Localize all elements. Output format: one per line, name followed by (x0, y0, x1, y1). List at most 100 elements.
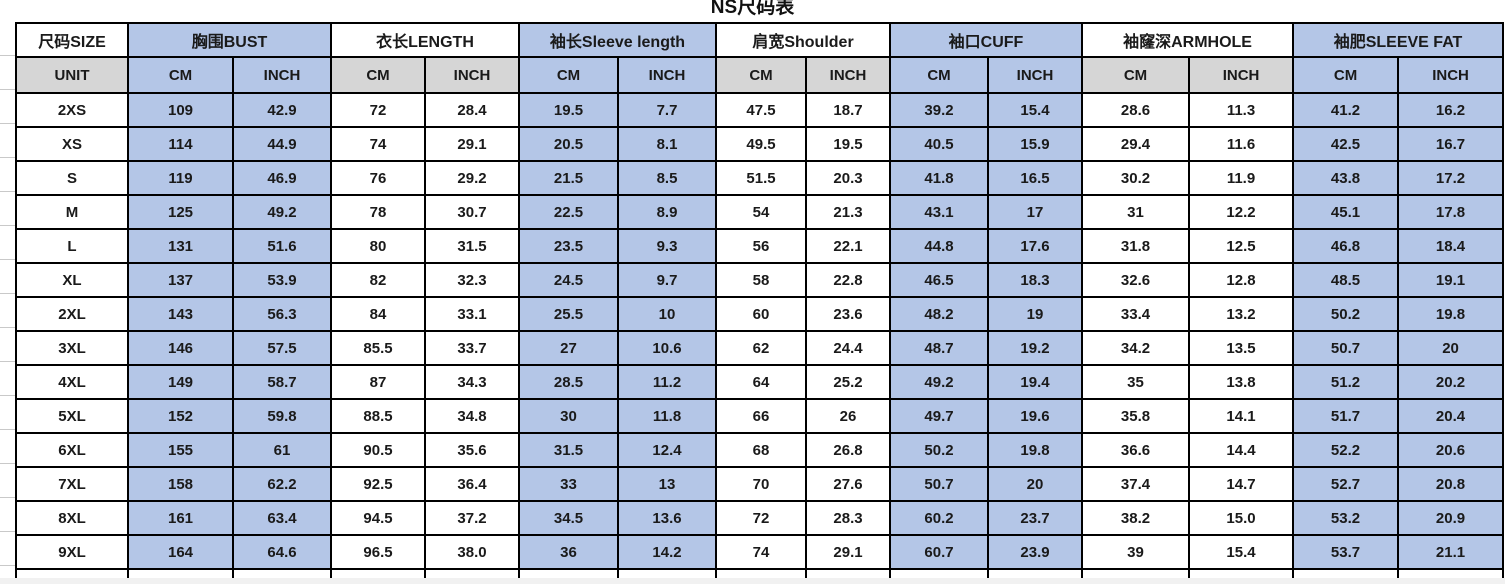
value-cell-M-10: 31 (1081, 194, 1191, 230)
partial-cell (15, 568, 129, 578)
page-title: NS尺码表 (710, 0, 795, 18)
group-header-0: 胸围BUST (127, 22, 332, 58)
size-cell-7XL: 7XL (15, 466, 129, 502)
value-cell-9XL-4: 36 (518, 534, 619, 570)
partial-cell (330, 568, 426, 578)
table-row: 8XL 161 63.4 94.5 37.2 34.5 13.6 72 28.3 60.2 23.7… (15, 500, 1505, 536)
value-cell-S-9: 16.5 (986, 160, 1084, 196)
value-cell-6XL-2: 90.5 (330, 432, 426, 468)
partial-cell (1188, 568, 1295, 578)
value-cell-XS-7: 19.5 (805, 126, 891, 162)
value-cell-9XL-13: 21.1 (1397, 534, 1505, 570)
value-cell-7XL-10: 37.4 (1081, 466, 1191, 502)
value-cell-4XL-13: 20.2 (1397, 364, 1505, 400)
table-row: 9XL 164 64.6 96.5 38.0 36 14.2 74 29.1 60.7 23.9 39… (15, 534, 1505, 570)
value-cell-7XL-5: 13 (617, 466, 717, 502)
value-cell-4XL-1: 58.7 (232, 364, 332, 400)
value-cell-L-11: 12.5 (1188, 228, 1295, 264)
value-cell-8XL-0: 161 (127, 500, 234, 536)
table-row: XS 114 44.9 74 29.1 20.5 8.1 49.5 19.5 40.5 15.9 29… (15, 126, 1505, 162)
value-cell-M-12: 45.1 (1292, 194, 1400, 230)
value-cell-XS-5: 8.1 (617, 126, 717, 162)
value-cell-6XL-13: 20.6 (1397, 432, 1505, 468)
value-cell-XS-12: 42.5 (1292, 126, 1400, 162)
value-cell-5XL-13: 20.4 (1397, 398, 1505, 434)
value-cell-3XL-10: 34.2 (1081, 330, 1191, 366)
value-cell-6XL-3: 35.6 (424, 432, 520, 468)
value-cell-L-12: 46.8 (1292, 228, 1400, 264)
value-cell-XL-2: 82 (330, 262, 426, 298)
value-cell-XS-11: 11.6 (1188, 126, 1295, 162)
value-cell-9XL-11: 15.4 (1188, 534, 1295, 570)
value-cell-L-2: 80 (330, 228, 426, 264)
value-cell-XL-9: 18.3 (986, 262, 1084, 298)
size-table: 尺码SIZE 胸围BUST 衣长LENGTH 袖长Sleeve length 肩宽Sho… (15, 22, 1505, 578)
value-cell-4XL-9: 19.4 (986, 364, 1084, 400)
value-cell-3XL-0: 146 (127, 330, 234, 366)
value-cell-8XL-6: 72 (715, 500, 807, 536)
value-cell-5XL-9: 19.6 (986, 398, 1084, 434)
value-cell-S-12: 43.8 (1292, 160, 1400, 196)
value-cell-M-11: 12.2 (1188, 194, 1295, 230)
value-cell-2XS-2: 72 (330, 92, 426, 128)
value-cell-9XL-2: 96.5 (330, 534, 426, 570)
value-cell-5XL-8: 49.7 (889, 398, 989, 434)
value-cell-M-9: 17 (986, 194, 1084, 230)
table-row: XL 137 53.9 82 32.3 24.5 9.7 58 22.8 46.5 18.3 32.6… (15, 262, 1505, 298)
value-cell-2XL-5: 10 (617, 296, 717, 332)
value-cell-5XL-10: 35.8 (1081, 398, 1191, 434)
group-header-1: 衣长LENGTH (330, 22, 520, 58)
unit-inch-group-0: INCH (232, 56, 332, 94)
value-cell-M-3: 30.7 (424, 194, 520, 230)
partial-cell (715, 568, 807, 578)
value-cell-5XL-11: 14.1 (1188, 398, 1295, 434)
unit-cm-group-6: CM (1292, 56, 1400, 94)
value-cell-2XL-2: 84 (330, 296, 426, 332)
table-row: 2XL 143 56.3 84 33.1 25.5 10 60 23.6 48.2 19 33.4 13… (15, 296, 1505, 332)
value-cell-2XS-4: 19.5 (518, 92, 619, 128)
value-cell-4XL-6: 64 (715, 364, 807, 400)
size-cell-2XL: 2XL (15, 296, 129, 332)
value-cell-2XL-8: 48.2 (889, 296, 989, 332)
value-cell-2XL-10: 33.4 (1081, 296, 1191, 332)
value-cell-M-7: 21.3 (805, 194, 891, 230)
value-cell-L-7: 22.1 (805, 228, 891, 264)
value-cell-XS-9: 15.9 (986, 126, 1084, 162)
value-cell-3XL-1: 57.5 (232, 330, 332, 366)
value-cell-2XS-13: 16.2 (1397, 92, 1505, 128)
value-cell-XL-11: 12.8 (1188, 262, 1295, 298)
value-cell-5XL-1: 59.8 (232, 398, 332, 434)
partial-cell (986, 568, 1084, 578)
value-cell-XS-10: 29.4 (1081, 126, 1191, 162)
value-cell-7XL-0: 158 (127, 466, 234, 502)
value-cell-8XL-11: 15.0 (1188, 500, 1295, 536)
size-cell-3XL: 3XL (15, 330, 129, 366)
partial-row (15, 568, 1505, 578)
value-cell-3XL-11: 13.5 (1188, 330, 1295, 366)
value-cell-8XL-5: 13.6 (617, 500, 717, 536)
value-cell-XL-4: 24.5 (518, 262, 619, 298)
value-cell-M-13: 17.8 (1397, 194, 1505, 230)
value-cell-XL-1: 53.9 (232, 262, 332, 298)
value-cell-3XL-6: 62 (715, 330, 807, 366)
size-cell-5XL: 5XL (15, 398, 129, 434)
unit-inch-group-4: INCH (986, 56, 1084, 94)
value-cell-S-3: 29.2 (424, 160, 520, 196)
unit-inch-group-1: INCH (424, 56, 520, 94)
size-column-header: 尺码SIZE (15, 22, 129, 58)
partial-cell (1292, 568, 1400, 578)
size-cell-4XL: 4XL (15, 364, 129, 400)
title-area: NS尺码表 (0, 0, 1505, 22)
value-cell-7XL-9: 20 (986, 466, 1084, 502)
value-cell-3XL-4: 27 (518, 330, 619, 366)
value-cell-L-10: 31.8 (1081, 228, 1191, 264)
value-cell-2XL-11: 13.2 (1188, 296, 1295, 332)
unit-inch-group-2: INCH (617, 56, 717, 94)
value-cell-7XL-4: 33 (518, 466, 619, 502)
value-cell-2XL-1: 56.3 (232, 296, 332, 332)
value-cell-M-6: 54 (715, 194, 807, 230)
value-cell-9XL-8: 60.7 (889, 534, 989, 570)
value-cell-5XL-3: 34.8 (424, 398, 520, 434)
value-cell-4XL-5: 11.2 (617, 364, 717, 400)
partial-cell (424, 568, 520, 578)
